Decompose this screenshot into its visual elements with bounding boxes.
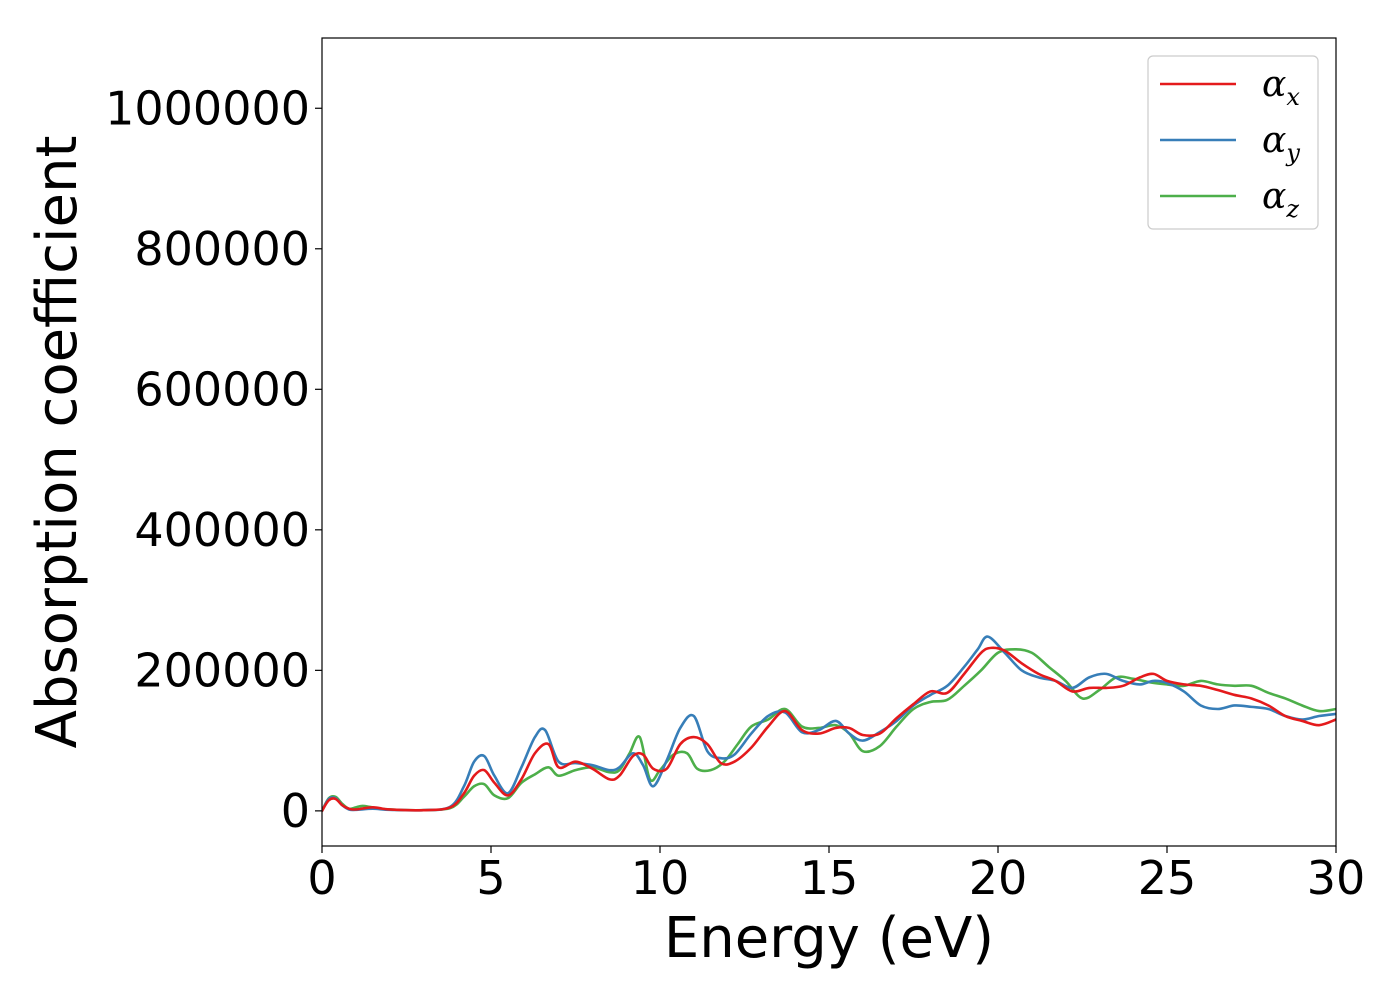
legend-box <box>1147 55 1319 230</box>
x-axis-ticks: 0 5 10 15 20 25 30 <box>307 846 1365 905</box>
legend-label-y: αy <box>1262 120 1300 167</box>
x-axis-title: Energy (eV) <box>664 906 994 971</box>
series-line-y <box>322 635 1336 813</box>
x-tick-label: 30 <box>1307 851 1366 905</box>
y-tick-label: 800000 <box>134 222 310 276</box>
series-layer <box>322 635 1336 813</box>
y-tick-label: 400000 <box>134 503 310 557</box>
series-line-x <box>322 646 1336 813</box>
x-tick-label: 25 <box>1138 851 1197 905</box>
y-tick-label: 600000 <box>134 362 310 416</box>
y-tick-label: 200000 <box>134 643 310 697</box>
y-tick-label: 0 <box>281 784 310 838</box>
legend-label-x: αx <box>1262 64 1300 111</box>
y-axis-title: Absorption coefficient <box>25 136 90 749</box>
x-tick-label: 10 <box>631 851 690 905</box>
y-tick-label: 1000000 <box>105 81 310 135</box>
x-tick-label: 5 <box>476 851 505 905</box>
x-tick-label: 15 <box>800 851 859 905</box>
x-tick-label: 0 <box>307 851 336 905</box>
y-axis-ticks: 0 200000 400000 600000 800000 1000000 <box>105 81 322 838</box>
x-tick-label: 20 <box>969 851 1028 905</box>
